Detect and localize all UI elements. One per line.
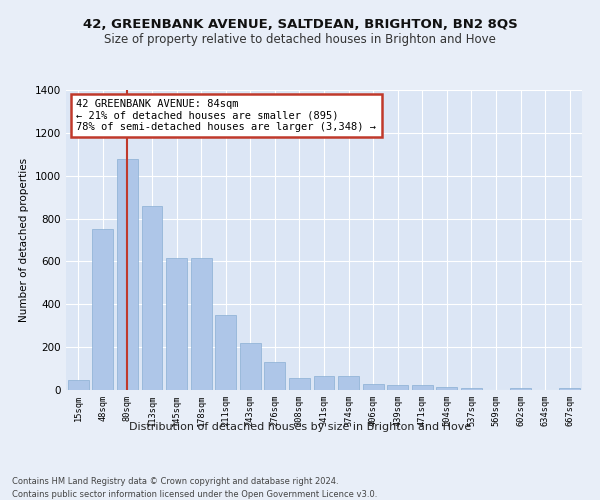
Bar: [412, 384, 433, 390]
Text: Distribution of detached houses by size in Brighton and Hove: Distribution of detached houses by size …: [129, 422, 471, 432]
Bar: [289, 378, 310, 390]
Bar: [68, 380, 89, 390]
Bar: [314, 376, 334, 390]
Bar: [461, 388, 482, 390]
Bar: [387, 384, 408, 390]
Bar: [436, 388, 457, 390]
Bar: [240, 343, 261, 390]
Text: 42 GREENBANK AVENUE: 84sqm
← 21% of detached houses are smaller (895)
78% of sem: 42 GREENBANK AVENUE: 84sqm ← 21% of deta…: [76, 99, 376, 132]
Text: Contains HM Land Registry data © Crown copyright and database right 2024.: Contains HM Land Registry data © Crown c…: [12, 478, 338, 486]
Bar: [142, 206, 163, 390]
Bar: [191, 258, 212, 390]
Bar: [265, 362, 286, 390]
Bar: [362, 384, 383, 390]
Text: Size of property relative to detached houses in Brighton and Hove: Size of property relative to detached ho…: [104, 32, 496, 46]
Bar: [117, 158, 138, 390]
Bar: [559, 388, 580, 390]
Bar: [510, 388, 531, 390]
Text: Contains public sector information licensed under the Open Government Licence v3: Contains public sector information licen…: [12, 490, 377, 499]
Bar: [215, 315, 236, 390]
Bar: [338, 376, 359, 390]
Y-axis label: Number of detached properties: Number of detached properties: [19, 158, 29, 322]
Text: 42, GREENBANK AVENUE, SALTDEAN, BRIGHTON, BN2 8QS: 42, GREENBANK AVENUE, SALTDEAN, BRIGHTON…: [83, 18, 517, 30]
Bar: [166, 258, 187, 390]
Bar: [92, 230, 113, 390]
